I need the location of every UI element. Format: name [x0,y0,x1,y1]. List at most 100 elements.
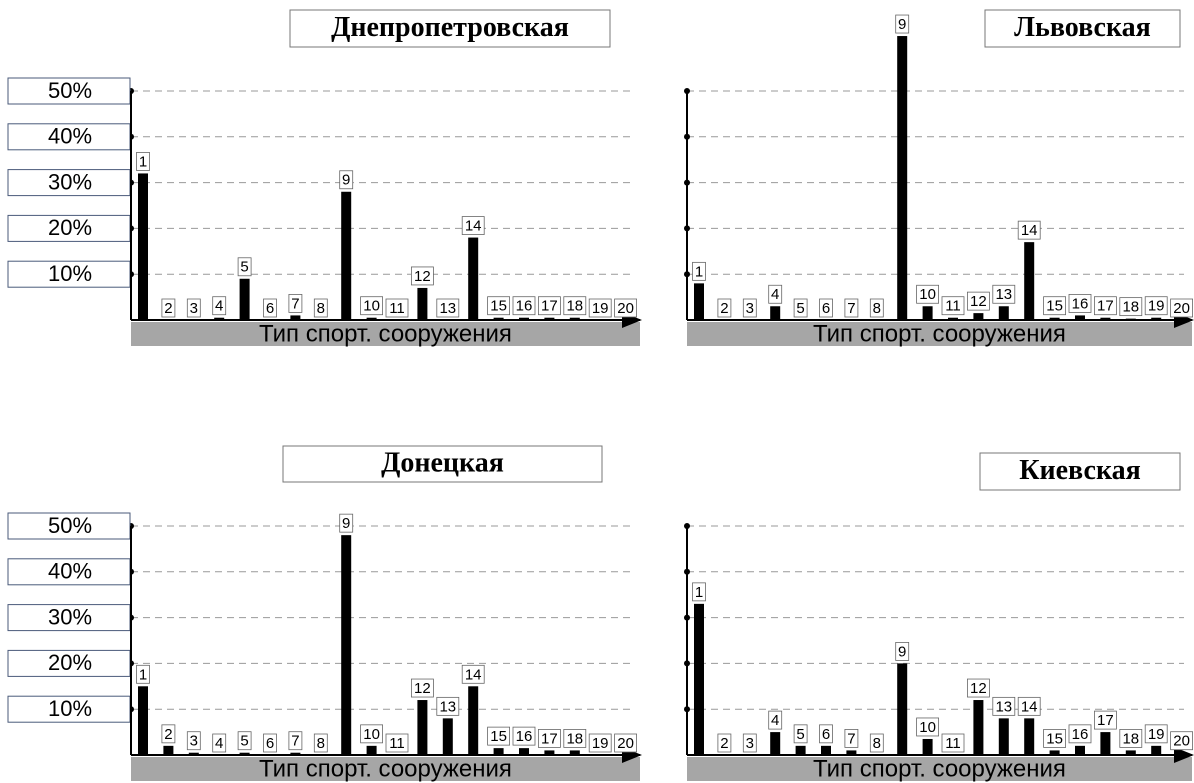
bar [493,748,504,755]
bar [1049,750,1060,755]
y-tick-label: 20% [48,215,92,240]
bar [897,663,908,755]
bar [468,686,479,755]
bar-label-box [538,729,561,748]
bar-label-box [161,724,176,744]
bar-label: 7 [847,300,855,317]
bar-label-box [1170,298,1193,318]
bar-label: 17 [541,298,558,315]
bar-label: 5 [796,726,804,743]
bar-label-box [1043,729,1066,748]
chart-title: Львовская [1014,12,1151,43]
bar-label-box [512,296,536,316]
bar-label-box [967,291,990,311]
bar [1024,242,1035,320]
bar-label: 6 [266,300,274,317]
bar-label: 17 [1097,712,1114,729]
bar-label: 6 [822,300,830,317]
bar [770,732,781,755]
bar-label: 4 [215,735,223,752]
bar-label-box [313,298,328,318]
bar-label-box [916,284,939,304]
bar-label: 1 [695,263,703,280]
bar [948,317,958,320]
bar-label: 18 [1122,299,1139,316]
bar [239,752,250,755]
bar [493,317,504,320]
bar [922,738,933,755]
bar [1024,718,1035,755]
bar-label: 20 [1173,733,1190,750]
bar-label: 10 [363,298,380,315]
bar-label: 11 [945,735,961,752]
bar [694,283,704,320]
bar-label-box [237,731,252,751]
chart-title: Донецкая [381,447,504,478]
bar-label-box [614,298,637,318]
bar-label: 4 [215,298,223,315]
bar [1075,315,1085,320]
bar-label-box [1119,297,1143,317]
bar-label-box [186,731,201,751]
bar [973,313,984,320]
bar-label: 7 [291,733,299,750]
bar-label-box [563,729,587,748]
bar-label: 4 [771,286,779,303]
y-tick-label: 10% [48,261,92,286]
bar-label: 12 [414,268,431,285]
bar [795,745,806,755]
bar-label: 5 [796,300,804,317]
bar-label: 13 [439,698,456,715]
bar-label-box [263,733,277,753]
bar [973,700,984,755]
y-tick-label: 50% [48,513,92,538]
bar [998,718,1009,755]
bar-label-box [967,678,990,698]
bar-label: 9 [898,643,906,660]
bar [239,278,250,320]
x-axis-band [687,322,1192,346]
y-tick-label: 20% [48,650,92,675]
bar-label-box [360,724,384,744]
bar [138,686,148,755]
bar [366,745,377,755]
bar-label: 2 [720,300,728,317]
bar-label: 1 [139,666,147,683]
bar [417,700,428,755]
bar-label: 6 [822,726,830,743]
bar [417,287,428,320]
bar-label-box [1094,710,1117,730]
bar-label: 19 [1148,726,1165,743]
bar [998,306,1009,320]
bar-label: 8 [873,735,881,752]
x-axis-label: Тип спорт. сооружения [259,320,512,347]
bar-label: 1 [139,153,147,170]
bar-label-box [1119,729,1143,748]
bar [1125,750,1136,755]
bar-label: 3 [190,300,198,317]
bar-label: 17 [541,730,558,747]
title-box [979,452,1181,491]
bar-label: 2 [164,300,172,317]
bar-label-box [410,266,434,286]
bar-label: 20 [617,300,634,317]
bar-label: 12 [970,293,987,310]
bar-label-box [487,296,511,316]
bar-label-box [436,696,460,716]
bar-label: 3 [190,733,198,750]
chart-title: Киевская [1019,455,1141,486]
bar-label-box [461,664,485,684]
y-tick-label: 40% [48,559,92,584]
bar-label: 5 [240,259,248,276]
x-axis-label: Тип спорт. сооружения [259,755,512,782]
bar-label-box [1144,724,1168,744]
bar-label: 16 [1072,295,1089,312]
chart-title: Днепропетровская [331,12,569,43]
bar-label: 12 [414,680,431,697]
bar-label: 8 [873,300,881,317]
bar-label-box [844,298,859,318]
bar-label-box [212,296,227,316]
bar-label-box [819,724,833,744]
bar-label: 14 [1021,698,1038,715]
